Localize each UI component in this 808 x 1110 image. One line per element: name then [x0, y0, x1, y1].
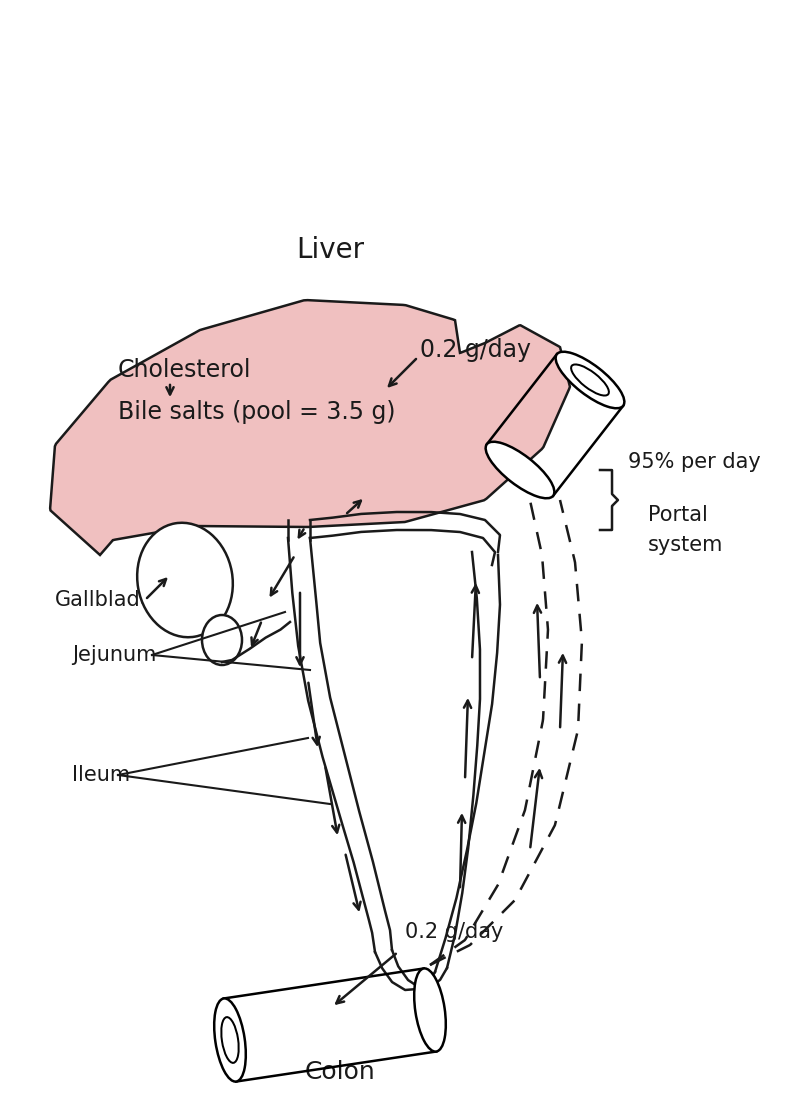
Text: Bile salts (pool = 3.5 g): Bile salts (pool = 3.5 g) — [118, 400, 395, 424]
Ellipse shape — [486, 442, 554, 498]
Text: system: system — [648, 535, 723, 555]
Ellipse shape — [137, 523, 233, 637]
Ellipse shape — [214, 998, 246, 1081]
Ellipse shape — [221, 1017, 238, 1063]
Text: Ileum: Ileum — [72, 765, 130, 785]
Text: Jejunum: Jejunum — [72, 645, 157, 665]
Polygon shape — [50, 300, 570, 555]
Text: 95% per day: 95% per day — [628, 452, 761, 472]
Ellipse shape — [202, 615, 242, 665]
Text: Portal: Portal — [648, 505, 708, 525]
Ellipse shape — [415, 968, 446, 1051]
Text: 0.2 g/day: 0.2 g/day — [420, 339, 531, 362]
Text: Liver: Liver — [296, 236, 364, 264]
Text: Cholesterol: Cholesterol — [118, 359, 251, 382]
Text: 0.2 g/day: 0.2 g/day — [405, 922, 503, 942]
Ellipse shape — [571, 364, 609, 395]
Text: Colon: Colon — [305, 1060, 376, 1084]
Text: Gallbladder: Gallbladder — [55, 591, 175, 610]
Ellipse shape — [556, 352, 625, 408]
